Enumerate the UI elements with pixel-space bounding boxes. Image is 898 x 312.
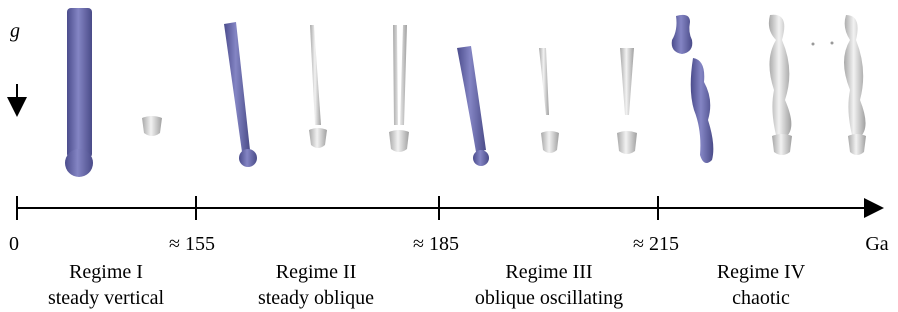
gray-cup [848,134,866,155]
regime-3-renders [457,46,637,166]
blue-sphere [473,150,489,166]
regime-name: Regime II [276,261,357,283]
gray-fragment [831,42,834,45]
blue-blob [691,58,714,163]
gray-wake [393,25,407,125]
regime-description: steady oblique [258,287,374,309]
tick-label: ≈ 185 [413,233,459,255]
regime-1-renders [65,8,162,177]
gray-wake [844,15,866,135]
regime-description: oblique oscillating [475,287,623,309]
gray-cup [617,131,637,154]
tick-label: ≈ 155 [169,233,215,255]
gray-fragment [812,43,815,46]
tick-label: ≈ 215 [633,233,679,255]
tick-label: 0 [9,233,19,255]
page: g 0 ≈ 155 ≈ 185 ≈ [0,0,898,312]
gray-wake [769,15,792,135]
figure: g 0 ≈ 155 ≈ 185 ≈ [0,0,898,312]
regime-name: Regime IV [717,261,806,283]
gravity-label: g [10,20,20,42]
blue-wake [457,46,486,152]
gray-wake [310,25,321,125]
regime-name: Regime III [505,261,592,283]
regime-name: Regime I [69,261,143,283]
blue-sphere [65,149,93,177]
blue-blob [672,15,693,54]
blue-sphere [239,149,257,167]
gray-cup [541,131,559,153]
gray-wake [539,48,549,115]
gray-cup [309,128,327,148]
axis-label: Ga [865,233,888,255]
regime-description: steady vertical [48,287,164,309]
blue-wake [67,8,92,158]
gray-cup [389,130,409,152]
gray-wake [620,48,634,115]
regime-description: chaotic [732,287,790,309]
blue-wake [224,22,250,152]
regime-4-renders [672,15,866,163]
gray-cup [142,116,162,136]
gray-cup [772,134,792,155]
regime-2-renders [224,22,409,167]
